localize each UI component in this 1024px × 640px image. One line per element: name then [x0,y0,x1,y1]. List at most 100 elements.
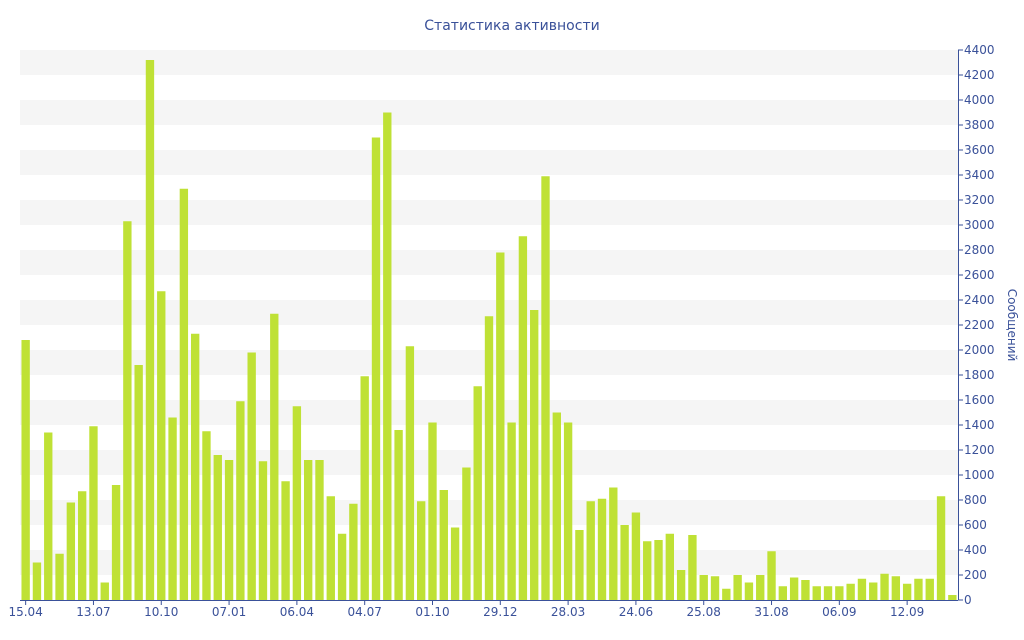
bar [315,460,324,600]
bar [767,551,776,600]
x-tick-label: 06.04 [280,605,314,619]
x-tick-label: 06.09 [822,605,856,619]
x-tick-label: 12.09 [890,605,924,619]
bar [213,455,222,600]
bar [812,586,821,600]
bar [202,431,211,600]
grid-band [20,50,958,75]
x-tick-label: 29.12 [483,605,517,619]
bar [55,553,64,600]
x-tick-label: 28.03 [551,605,585,619]
y-tick-label: 3800 [964,118,995,132]
bar [891,576,901,600]
y-tick-label: 2400 [964,293,995,307]
bar [789,577,799,600]
y-tick-label: 1000 [964,468,995,482]
bar [530,310,539,600]
x-tick-label: 25.08 [687,605,721,619]
bar [643,541,652,600]
bar [428,422,437,600]
bars [21,60,957,600]
bar [145,60,155,600]
bar [32,562,42,600]
bar [586,501,595,600]
bar [563,422,573,600]
bar [484,316,494,600]
bar [304,460,313,600]
bar [168,417,177,600]
y-tick-label: 4200 [964,68,995,82]
bar [100,582,109,600]
bar [224,460,234,600]
bar [801,580,810,600]
bar [925,578,934,600]
bar [575,530,584,600]
y-tick-label: 1200 [964,443,995,457]
bar [835,586,844,600]
bar [179,188,189,600]
bar [371,137,381,600]
bar [597,498,607,600]
bar [383,112,392,600]
bar [89,426,98,600]
x-tick-label: 04.07 [348,605,382,619]
y-tick-label: 1600 [964,393,995,407]
bar [914,578,923,600]
bar [326,496,335,600]
bar [756,575,765,600]
bar [349,503,358,600]
bar [518,236,528,600]
bar [778,586,788,600]
bar [948,595,957,600]
grid-band [20,250,958,275]
y-tick-label: 0 [964,593,972,607]
bar [676,570,686,600]
x-tick-label: 10.10 [144,605,178,619]
grid-band [20,150,958,175]
bar [157,291,166,600]
bar [462,467,471,600]
bar [665,533,674,600]
bar [236,401,245,600]
bar [450,527,460,600]
bar [869,582,878,600]
x-axis-ticks: 15.04 13.07 10.10 07.01 06.04 04.07 01.10 29.12… [8,600,924,619]
bar [620,525,629,600]
bar [823,586,833,600]
x-tick-label: 31.08 [754,605,788,619]
bar [247,352,256,600]
y-tick-label: 3000 [964,218,995,232]
bar [111,485,121,600]
grid-band [20,100,958,125]
y-tick-label: 2200 [964,318,995,332]
y-tick-label: 2000 [964,343,995,357]
bar [846,583,855,600]
bar [292,406,302,600]
bar [552,412,561,600]
bar [281,481,290,600]
x-tick-label: 13.07 [76,605,110,619]
bar [123,221,132,600]
bar [405,346,415,600]
bar [394,430,403,600]
grid-band [20,200,958,225]
x-tick-label: 24.06 [619,605,653,619]
x-tick-label: 07.01 [212,605,246,619]
bar [541,176,550,600]
bar [439,490,448,600]
bar [699,575,708,600]
bar [507,422,516,600]
bar [609,487,618,600]
y-axis-ticks: 0 200 400 600 800 1000 1200 1400 1600 1800 2000 220… [958,43,995,607]
y-tick-label: 2600 [964,268,995,282]
y-tick-label: 200 [964,568,987,582]
y-tick-label: 3600 [964,143,995,157]
y-axis-label: Сообщений [1005,289,1019,362]
bar [44,432,53,600]
bar [654,540,663,600]
y-tick-label: 3200 [964,193,995,207]
bar [902,583,912,600]
bar [880,573,889,600]
bar [733,575,742,600]
bar [270,313,279,600]
